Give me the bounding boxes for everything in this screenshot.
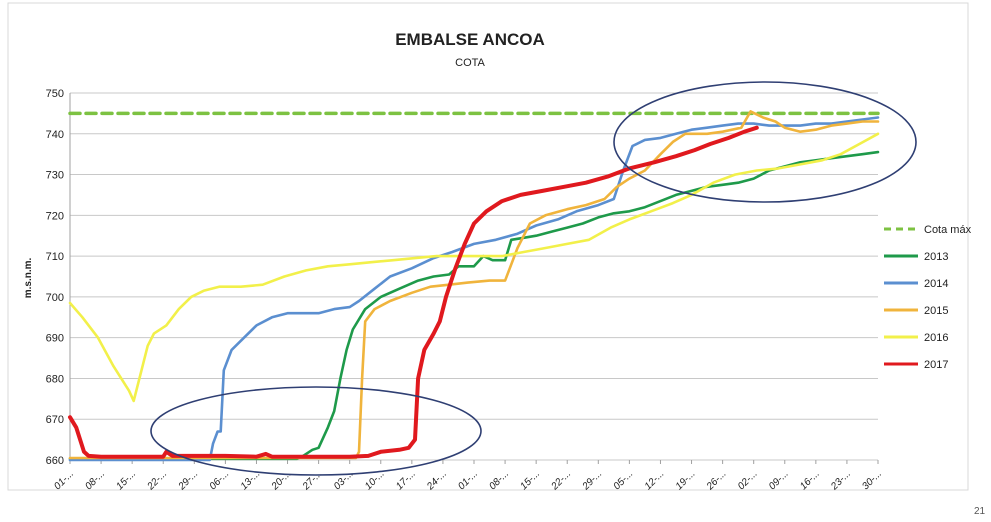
chart-subtitle: COTA [455,57,485,69]
series-line-2015 [68,110,880,460]
legend-label: 2013 [924,251,948,263]
y-tick-label: 720 [46,210,64,222]
legend: Cota máx 2013 2014 2015 2016 2017 [884,224,972,371]
corner-number: 21 [974,506,986,517]
series-line-2017 [68,125,759,459]
y-tick-label: 730 [46,170,64,182]
legend-label: 2014 [924,278,948,290]
y-tick-label: 660 [46,455,64,467]
y-tick-label: 670 [46,414,64,426]
series-line-2016 [68,132,880,403]
annotation-circle-low [150,386,482,476]
legend-label: Cota máx [924,224,972,236]
legend-label: 2015 [924,305,948,317]
chart-title: EMBALSE ANCOA [395,30,545,49]
series-lines [68,110,880,462]
y-tick-label: 740 [46,129,64,141]
series-line-2013 [68,150,880,461]
y-tick-labels: 660 670 680 690 700 710 720 730 740 750 [46,88,64,467]
y-tick-label: 710 [46,251,64,263]
y-axis-label: m.s.n.m. [23,258,34,299]
series-line-2014 [68,116,880,462]
y-tick-label: 680 [46,373,64,385]
legend-label: 2016 [924,332,948,344]
annotation-circle-high [613,81,917,203]
y-tick-label: 700 [46,292,64,304]
chart-border [7,2,969,491]
legend-label: 2017 [924,359,948,371]
y-tick-label: 690 [46,333,64,345]
y-tick-label: 750 [46,88,64,100]
